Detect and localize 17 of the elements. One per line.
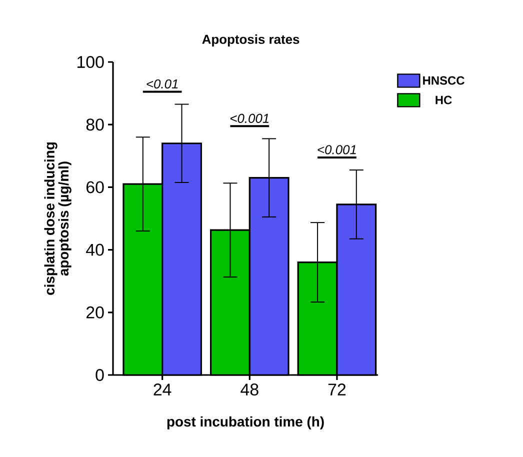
y-tick-label: 40: [86, 244, 104, 256]
y-tick-label: 100: [78, 56, 104, 68]
x-axis-title: post incubation time (h): [167, 416, 324, 430]
y-tick-label: 0: [96, 369, 104, 381]
legend-label: HC: [436, 96, 452, 104]
legend-label: HNSCC: [423, 76, 464, 85]
y-tick-label: 20: [86, 306, 104, 318]
x-tick-label: 48: [240, 384, 258, 396]
y-tick-label: 60: [86, 181, 104, 194]
annotation: <0.001: [230, 114, 269, 123]
x-tick-label: 72: [328, 384, 346, 396]
y-axis-title: cisplatin dose inducing apoptosis (µg/ml): [44, 142, 72, 295]
annotation: <0.001: [318, 145, 356, 154]
annotation: <0.01: [146, 79, 178, 89]
y-tick-label: 80: [86, 118, 104, 131]
x-tick-label: 24: [154, 384, 172, 396]
chart-title: Apoptosis rates: [202, 34, 300, 46]
